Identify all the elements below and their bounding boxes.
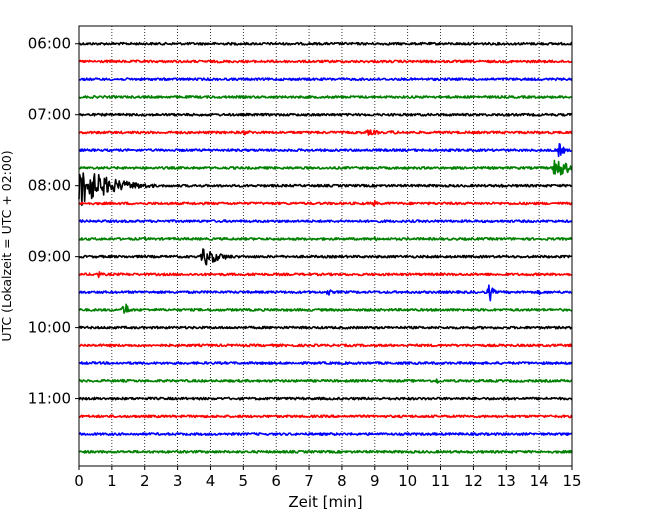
grid-layer: [111, 26, 540, 466]
trace-0800: [78, 172, 573, 207]
x-tick-label: 10: [398, 472, 417, 490]
x-axis-title: Zeit [min]: [288, 493, 362, 511]
trace-0900: [78, 248, 573, 266]
x-tick-label: 1: [107, 472, 117, 490]
x-tick-label: 6: [271, 472, 281, 490]
trace-1100: [78, 396, 573, 401]
y-tick-label: 06:00: [28, 35, 71, 53]
x-tick-label: 14: [530, 472, 549, 490]
trace-1045: [78, 378, 573, 384]
tick-layer: 0 1 2 3 4 5 6 7 8 9 10 11 12 13 14 1506:0007:0008:0009:…: [28, 35, 582, 490]
x-tick-label: 9: [370, 472, 380, 490]
y-tick-label: 07:00: [28, 106, 71, 124]
trace-0945: [78, 303, 573, 314]
trace-0715: [78, 129, 573, 136]
x-tick-label: 7: [304, 472, 314, 490]
trace-1115: [78, 414, 573, 419]
trace-1145: [78, 449, 573, 454]
trace-0915: [78, 271, 573, 279]
x-tick-label: 11: [431, 472, 450, 490]
trace-0700: [78, 112, 573, 117]
y-tick-label: 08:00: [28, 177, 71, 195]
x-tick-label: 13: [497, 472, 516, 490]
trace-0730: [78, 142, 573, 158]
trace-1000: [78, 325, 573, 330]
x-tick-label: 2: [140, 472, 150, 490]
x-tick-label: 8: [337, 472, 347, 490]
x-tick-label: 4: [206, 472, 216, 490]
x-tick-label: 15: [562, 472, 581, 490]
y-axis-title: UTC (Lokalzeit = UTC + 02:00): [0, 150, 14, 341]
trace-0815: [78, 199, 573, 207]
trace-0845: [78, 236, 573, 242]
x-tick-label: 3: [173, 472, 183, 490]
trace-0615: [78, 59, 573, 64]
trace-0830: [78, 219, 573, 224]
y-tick-label: 09:00: [28, 248, 71, 266]
trace-1130: [78, 432, 573, 437]
x-tick-label: 0: [74, 472, 84, 490]
trace-0745: [78, 159, 573, 176]
trace-layer: [78, 41, 573, 454]
trace-0600: [78, 41, 573, 46]
x-tick-label: 12: [464, 472, 483, 490]
trace-1015: [78, 343, 573, 348]
plot-frame: [78, 25, 573, 467]
y-tick-label: 11:00: [28, 390, 71, 408]
trace-0630: [78, 77, 573, 82]
trace-0930: [78, 284, 573, 302]
y-tick-label: 10:00: [28, 319, 71, 337]
x-tick-label: 5: [239, 472, 249, 490]
trace-1030: [78, 361, 573, 366]
trace-0645: [78, 95, 573, 99]
